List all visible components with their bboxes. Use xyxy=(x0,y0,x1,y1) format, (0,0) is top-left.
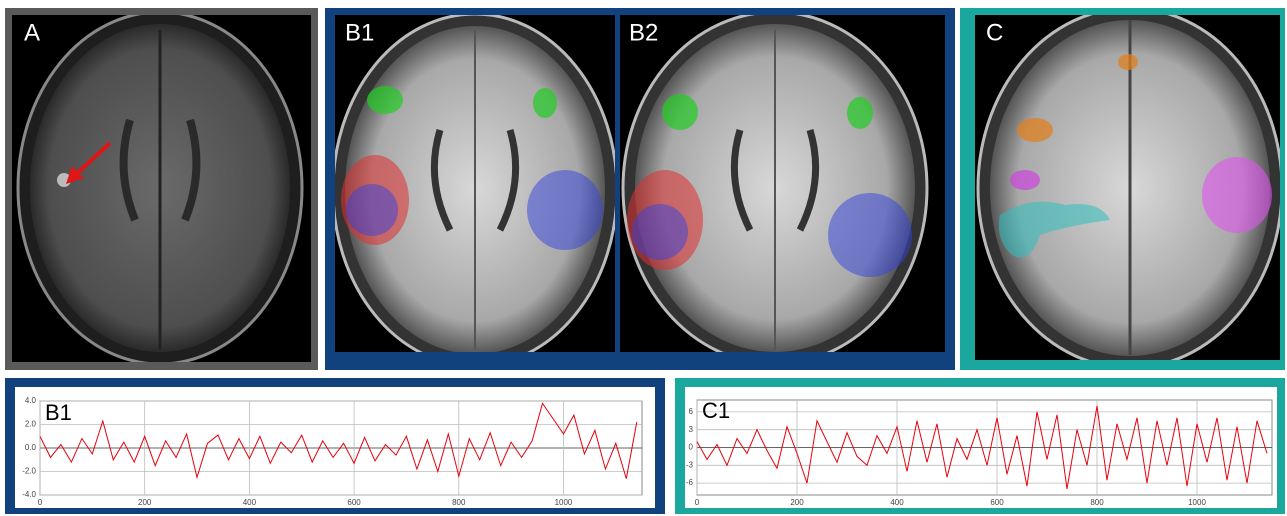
panel-label: B1 xyxy=(345,19,374,46)
x-tick-label: 200 xyxy=(790,498,804,507)
y-tick-label: 6 xyxy=(689,407,694,416)
x-tick-label: 600 xyxy=(990,498,1004,507)
chart-panel-label: C1 xyxy=(702,398,730,423)
x-tick-label: 400 xyxy=(243,498,257,507)
y-tick-label: -2.0 xyxy=(22,467,36,476)
brain xyxy=(623,12,927,364)
figure: A B1 B2 C xyxy=(0,0,1287,516)
brain xyxy=(18,12,302,364)
x-tick-label: 1000 xyxy=(1188,498,1206,507)
panel-label: C xyxy=(986,19,1003,46)
y-tick-label: 0 xyxy=(689,443,694,452)
panel-label: A xyxy=(24,19,40,46)
y-tick-label: -4.0 xyxy=(22,490,36,499)
x-tick-label: 400 xyxy=(890,498,904,507)
chart-panel-label: B1 xyxy=(45,400,72,425)
x-tick-label: 800 xyxy=(1090,498,1104,507)
x-tick-label: 600 xyxy=(347,498,361,507)
brain xyxy=(333,14,617,366)
y-tick-label: 0.0 xyxy=(25,443,37,452)
y-tick-label: 4.0 xyxy=(25,396,37,405)
x-tick-label: 1000 xyxy=(555,498,573,507)
y-tick-label: 2.0 xyxy=(25,420,37,429)
y-tick-label: 3 xyxy=(689,425,694,434)
chart-background xyxy=(15,387,655,508)
y-tick-label: -6 xyxy=(686,478,694,487)
x-tick-label: 800 xyxy=(452,498,466,507)
brain xyxy=(978,8,1282,368)
x-tick-label: 200 xyxy=(138,498,152,507)
panel-label: B2 xyxy=(629,19,658,46)
y-tick-label: -3 xyxy=(686,460,694,469)
x-tick-label: 0 xyxy=(695,498,700,507)
x-tick-label: 0 xyxy=(38,498,43,507)
